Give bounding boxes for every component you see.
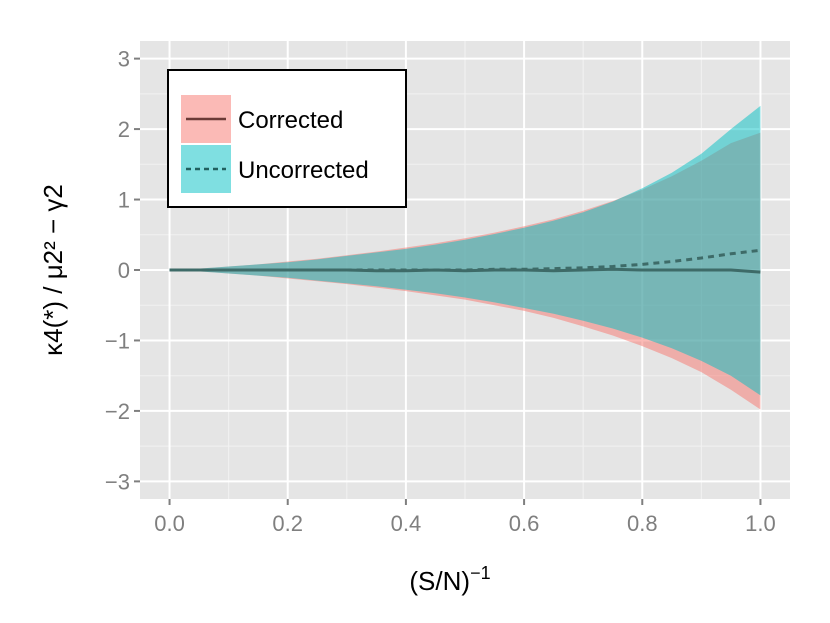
y-tick-label: −2 (105, 399, 130, 424)
legend: Corrected Uncorrected (167, 69, 407, 208)
legend-item-uncorrected: Uncorrected (181, 145, 369, 193)
y-tick-label: −1 (105, 328, 130, 353)
line-corrected (169, 267, 761, 274)
x-tick-label: 0.8 (627, 511, 658, 536)
ribbon-uncorrected (169, 105, 761, 396)
y-tick-label: 2 (118, 117, 130, 142)
x-axis-title: (S/N)−1 (409, 563, 490, 596)
y-axis: −3 −2 −1 0 1 2 3 (105, 47, 140, 494)
legend-label-corrected: Corrected (238, 107, 343, 134)
x-tick-label: 0.2 (272, 511, 303, 536)
y-tick-label: 0 (118, 258, 130, 283)
x-tick-label: 0.4 (391, 511, 422, 536)
x-axis-title-superscript: −1 (470, 563, 491, 583)
x-axis-title-main: (S/N) (409, 566, 470, 596)
x-tick-label: 0.0 (154, 511, 185, 536)
legend-item-corrected: Corrected (181, 95, 343, 143)
y-tick-label: 3 (118, 47, 130, 72)
legend-label-uncorrected: Uncorrected (238, 157, 369, 184)
x-tick-label: 0.6 (509, 511, 540, 536)
x-tick-label: 1.0 (745, 511, 776, 536)
y-tick-label: −3 (105, 469, 130, 494)
y-axis-title: κ4(*) / μ2² − γ2 (38, 184, 68, 356)
mean-lines (169, 248, 761, 274)
x-axis: 0.0 0.2 0.4 0.6 0.8 1.0 (154, 499, 776, 536)
y-tick-label: 1 (118, 188, 130, 213)
